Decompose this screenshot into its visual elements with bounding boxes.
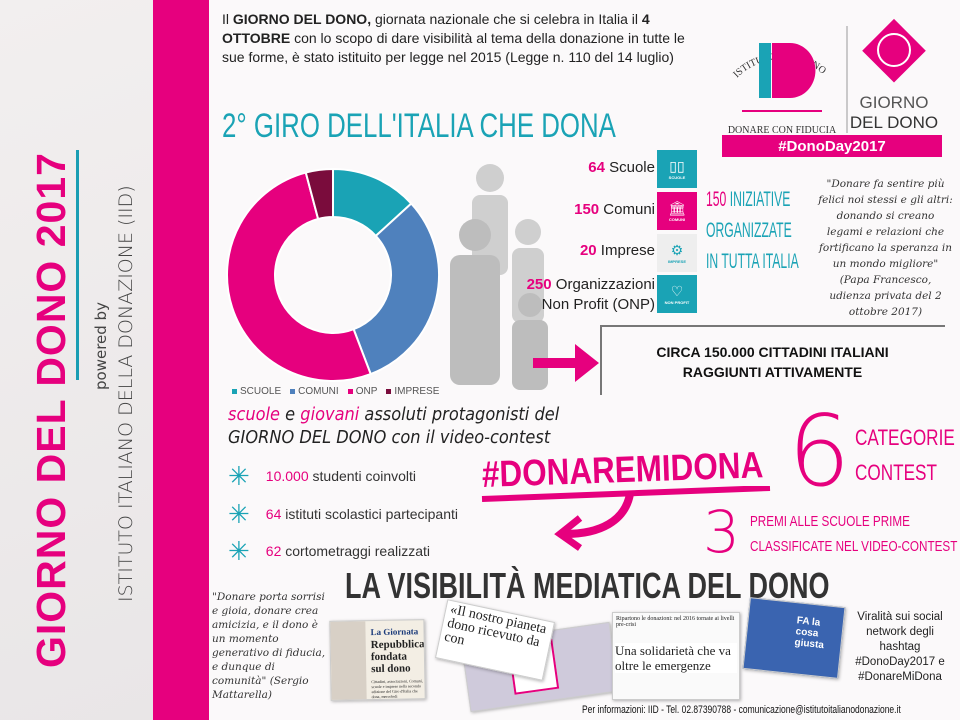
categories-number: 6 — [788, 395, 851, 509]
institute-name: ISTITUTO ITALIANO DELLA DONAZIONE (IID) — [115, 185, 137, 602]
arrow-right-icon — [533, 344, 599, 382]
svg-text:DEL DONO: DEL DONO — [850, 113, 938, 132]
bullet-shorts: ✳ 62 cortometraggi realizzati — [228, 536, 430, 566]
legend-swatch — [347, 388, 353, 394]
svg-text:GIORNO: GIORNO — [860, 93, 929, 112]
quote-pope: "Donare fa sentire più felici noi stessi… — [818, 178, 953, 318]
initiatives-text: 150 INIZIATIVE ORGANIZZATE IN TUTTA ITALIA — [706, 188, 799, 273]
bullet-students: ✳ 10.000 studenti coinvolti — [228, 461, 417, 491]
event-title: GIORNO DEL DONO 2017 — [28, 152, 74, 668]
donut-chart — [226, 167, 440, 382]
photo — [330, 621, 367, 701]
asterisk-icon: ✳ — [228, 499, 250, 529]
curved-arrow-icon — [481, 486, 771, 551]
stat-scuole: 64 Scuole — [588, 159, 655, 176]
clip-title: «Il nostro pianeta dono ricevuto da con — [442, 602, 548, 651]
legend-item-comuni: COMUNI — [290, 386, 339, 397]
stat-comuni: 150 Comuni — [574, 201, 655, 218]
logo: ISTITUTO ITALIANO DONAZIONE DONARE CON F… — [708, 0, 948, 158]
newspaper-clip-pianeta: «Il nostro pianeta dono ricevuto da con — [434, 599, 556, 681]
building-icon: 🏛 COMUNI — [657, 192, 697, 230]
svg-text:DONARE CON FIDUCIA: DONARE CON FIDUCIA — [728, 125, 837, 136]
chart-legend: SCUOLE COMUNI ONP IMPRESE — [232, 386, 439, 397]
gears-icon: ⚙ IMPRESE — [657, 234, 697, 272]
logo-graphic: ISTITUTO ITALIANO DONAZIONE DONARE CON F… — [708, 0, 942, 157]
stat-imprese: 20 Imprese — [579, 242, 655, 259]
footer-contact: Per informazioni: IID - Tel. 02.87390788… — [582, 704, 901, 716]
intro-text: Il GIORNO DEL DONO, giornata nazionale c… — [222, 11, 685, 65]
virality-text: Viralità sui social network degli hashta… — [855, 611, 945, 683]
divider — [76, 150, 79, 380]
clip-head: Ripartono le donazioni: nel 2016 tornate… — [616, 616, 735, 628]
heart-icon: ♡ NON PROFIT — [657, 275, 697, 313]
powered-by: powered by — [92, 302, 110, 390]
asterisk-icon: ✳ — [228, 461, 250, 491]
prizes-number: 3 — [703, 498, 740, 566]
clip-body: Cittadini, associazioni, Comuni, scuole … — [371, 678, 423, 700]
donut-slice-comuni — [352, 202, 440, 376]
legend-item-scuole: SCUOLE — [232, 386, 281, 397]
contest-subtitle: scuole e giovani assoluti protagonisti d… — [228, 404, 560, 448]
legend-swatch — [232, 388, 237, 394]
tv-still-fa-la-cosa-giusta: FA la cosa giusta — [742, 597, 846, 679]
clip-head: La Giornata — [370, 626, 419, 638]
newspaper-clip-solidarieta: Ripartono le donazioni: nel 2016 tornate… — [612, 612, 740, 700]
legend-item-imprese: IMPRESE — [386, 386, 439, 397]
pink-band — [153, 0, 209, 720]
book-icon: ▯▯ SCUOLE — [657, 150, 697, 188]
clip-title: Repubblica fondata sul dono — [370, 638, 425, 676]
citizens-text: CIRCA 150.000 CITTADINI ITALIANI RAGGIUNT… — [656, 344, 889, 380]
svg-text:#DonoDay2017: #DonoDay2017 — [778, 138, 886, 155]
tv-caption: FA la cosa giusta — [793, 615, 825, 652]
legend-swatch — [290, 388, 296, 394]
donut-slice-imprese — [304, 167, 334, 221]
clip-title: Una solidarietà che va oltre le emergenz… — [615, 643, 737, 673]
giro-title: 2° GIRO DELL'ITALIA CHE DONA — [222, 107, 616, 145]
prizes-text: PREMI ALLE SCUOLE PRIME CLASSIFICATE NEL … — [750, 513, 958, 555]
citizens-box — [600, 325, 945, 395]
bullet-schools: ✳ 64 istituti scolastici partecipanti — [228, 499, 459, 529]
stat-onp: 250 Organizzazioni Non Profit (ONP) — [526, 276, 655, 313]
categories-text: CATEGORIE CONTEST — [855, 425, 955, 485]
people-silhouette-icon — [450, 164, 548, 390]
legend-swatch — [386, 388, 392, 394]
donut-slice-onp — [226, 171, 372, 382]
newspaper-clip-repubblica: La Giornata Repubblica fondata sul dono … — [329, 619, 426, 701]
legend-item-onp: ONP — [347, 386, 377, 397]
asterisk-icon: ✳ — [228, 536, 250, 566]
quote-mattarella: "Donare porta sorrisi e gioia, donare cr… — [212, 591, 326, 701]
